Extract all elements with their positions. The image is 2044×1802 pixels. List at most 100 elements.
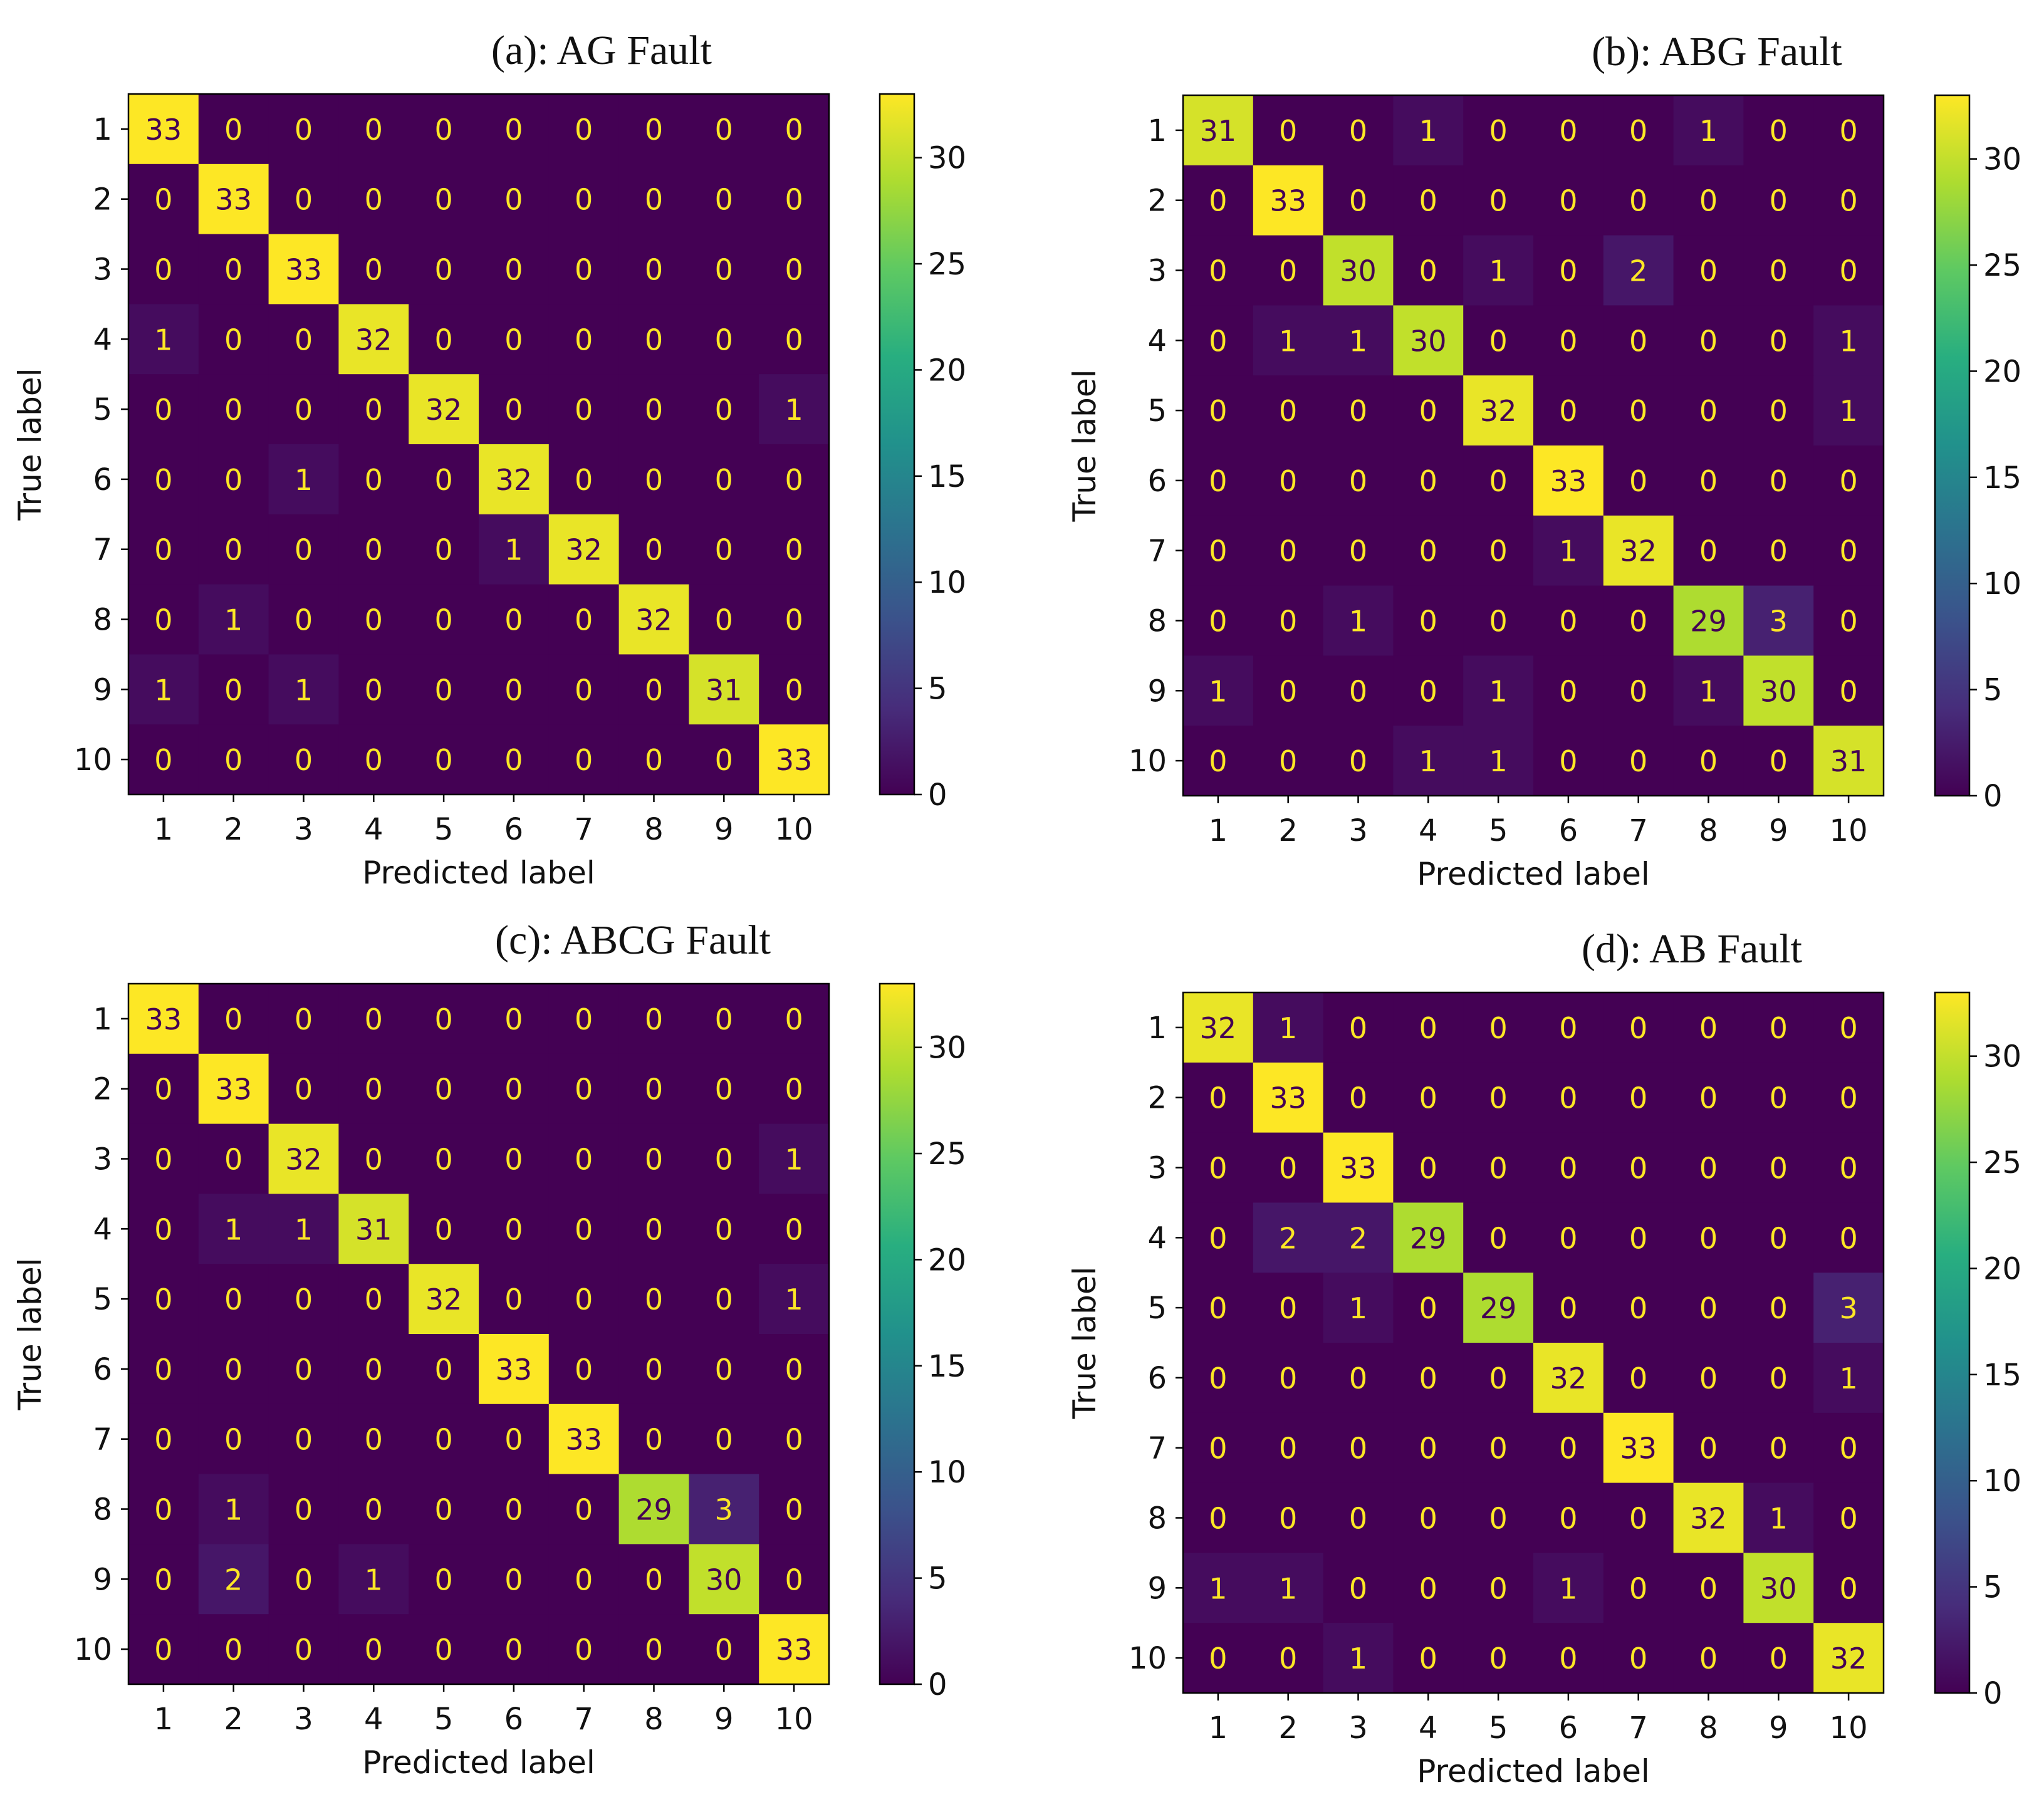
- y-tick-label: 5: [93, 392, 112, 427]
- matrix-cell-value: 0: [1839, 605, 1857, 638]
- matrix-cell: [1253, 655, 1324, 726]
- matrix-cell-value: 0: [504, 393, 523, 427]
- matrix-cell: [479, 724, 550, 795]
- matrix-cell: [618, 1264, 689, 1335]
- matrix-cell-value: 1: [504, 533, 523, 567]
- matrix-cell-value: 0: [295, 603, 313, 637]
- matrix-cell-value: 0: [645, 1283, 663, 1316]
- matrix-cell: [198, 94, 269, 165]
- matrix-cell-value: 1: [1489, 674, 1507, 708]
- matrix-cell-value: 33: [776, 1633, 813, 1667]
- matrix-cell-value: 2: [224, 1563, 242, 1596]
- y-tick-label: 8: [93, 603, 112, 638]
- matrix-cell-value: 0: [1489, 1432, 1507, 1466]
- colorbar-tick-label: 30: [928, 141, 966, 176]
- matrix-cell-value: 0: [1489, 534, 1507, 568]
- matrix-cell: [1743, 1412, 1814, 1484]
- matrix-cell-value: 0: [1209, 324, 1227, 358]
- matrix-cell: [1603, 235, 1674, 306]
- matrix-cell: [268, 1264, 339, 1335]
- matrix-cell: [618, 234, 689, 305]
- colorbar: [1935, 95, 1969, 796]
- matrix-cell-value: 0: [365, 183, 383, 217]
- matrix-cell-value: 30: [1760, 674, 1797, 708]
- matrix-cell: [198, 374, 269, 445]
- matrix-cell: [1673, 726, 1744, 796]
- matrix-cell-value: 0: [1279, 534, 1297, 568]
- matrix-cell: [1533, 1343, 1604, 1414]
- matrix-cell-value: 0: [1419, 1502, 1437, 1536]
- matrix-cell: [1743, 992, 1814, 1063]
- matrix-cell-value: 0: [645, 463, 663, 497]
- matrix-cell: [1393, 1273, 1464, 1343]
- matrix-cell-value: 0: [154, 1493, 172, 1527]
- matrix-cell-value: 3: [1839, 1291, 1857, 1325]
- y-tick-label: 8: [1147, 1501, 1167, 1536]
- matrix-cell-value: 0: [1209, 1152, 1227, 1185]
- matrix-cell-value: 0: [504, 743, 523, 777]
- matrix-cell: [128, 1404, 199, 1475]
- matrix-cell: [1393, 95, 1464, 166]
- matrix-cell: [1323, 992, 1394, 1063]
- matrix-cell-value: 30: [1760, 1571, 1797, 1605]
- x-tick-label: 6: [504, 1702, 524, 1737]
- colorbar-tick-label: 30: [1983, 142, 2021, 177]
- matrix-cell-value: 0: [1559, 1642, 1577, 1675]
- x-tick-label: 5: [1489, 813, 1508, 848]
- matrix-cell-value: 0: [1699, 254, 1718, 288]
- matrix-cell: [1183, 585, 1254, 656]
- matrix-cell-value: 0: [365, 673, 383, 707]
- matrix-cell-value: 0: [715, 533, 733, 567]
- matrix-cell-value: 0: [1349, 464, 1367, 498]
- matrix-cell: [1533, 1062, 1604, 1133]
- panel-title: (a): AG Fault: [491, 28, 712, 73]
- matrix-cell-value: 0: [224, 1283, 242, 1316]
- x-tick-label: 4: [1419, 1711, 1438, 1746]
- matrix-cell: [1253, 165, 1324, 236]
- matrix-cell-value: 29: [635, 1493, 672, 1527]
- matrix-cell-value: 0: [504, 253, 523, 287]
- matrix-cell: [689, 1053, 759, 1125]
- matrix-cell: [1183, 1553, 1254, 1623]
- matrix-cell: [338, 1264, 409, 1335]
- matrix-cell: [1393, 1202, 1464, 1273]
- matrix-cell-value: 1: [1489, 744, 1507, 778]
- matrix-cell: [1253, 1202, 1324, 1273]
- matrix-cell-value: 30: [1340, 254, 1377, 288]
- matrix-cell-value: 0: [1419, 184, 1437, 218]
- matrix-cell: [479, 234, 550, 305]
- matrix-cell-value: 1: [1770, 1502, 1788, 1536]
- matrix-cell: [548, 1544, 620, 1615]
- matrix-cell-value: 33: [1270, 1081, 1306, 1115]
- matrix-cell-value: 0: [1279, 1362, 1297, 1395]
- matrix-cell-value: 0: [1559, 1221, 1577, 1255]
- colorbar-tick-label: 0: [928, 1667, 947, 1702]
- matrix-cell-value: 0: [575, 673, 593, 707]
- matrix-cell: [548, 374, 620, 445]
- matrix-cell: [1323, 305, 1394, 376]
- matrix-cell-value: 0: [434, 743, 452, 777]
- matrix-cell: [128, 1123, 199, 1194]
- matrix-cell: [268, 984, 339, 1055]
- matrix-cell: [1533, 992, 1604, 1063]
- matrix-cell-value: 0: [1489, 1502, 1507, 1536]
- matrix-cell: [759, 654, 830, 725]
- matrix-cell-value: 33: [1340, 1152, 1377, 1185]
- y-tick-label: 7: [1147, 534, 1167, 569]
- matrix-cell-value: 0: [1419, 1291, 1437, 1325]
- matrix-cell: [1533, 1412, 1604, 1484]
- matrix-cell-value: 0: [1279, 1291, 1297, 1325]
- matrix-cell-value: 32: [425, 1283, 462, 1316]
- x-tick-label: 10: [1830, 1711, 1868, 1746]
- matrix-cell-value: 0: [1419, 1571, 1437, 1605]
- matrix-cell: [1393, 726, 1464, 796]
- matrix-cell-value: 0: [1770, 254, 1788, 288]
- matrix-cell-value: 0: [1559, 1152, 1577, 1185]
- matrix-cell-value: 1: [1489, 254, 1507, 288]
- matrix-cell-value: 33: [1270, 184, 1306, 218]
- matrix-cell-value: 0: [365, 1423, 383, 1457]
- matrix-cell-value: 0: [365, 1353, 383, 1387]
- x-tick-label: 7: [574, 1702, 593, 1737]
- matrix-cell-value: 0: [1699, 1362, 1718, 1395]
